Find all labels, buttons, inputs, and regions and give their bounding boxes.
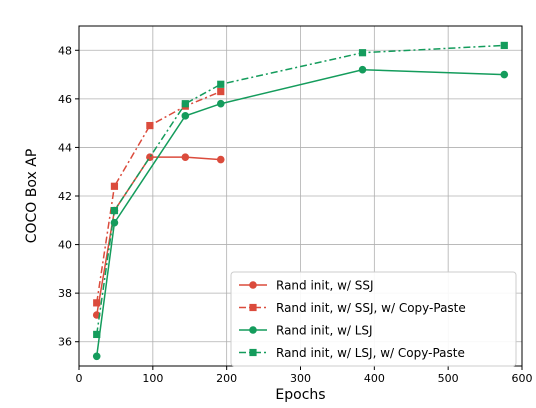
legend-marker-swatch (249, 326, 257, 334)
legend-label: Rand init, w/ SSJ, w/ Copy-Paste (276, 301, 466, 315)
data-point (216, 155, 225, 164)
data-point (93, 299, 101, 307)
data-point (358, 49, 367, 57)
legend-label: Rand init, w/ SSJ (276, 279, 374, 293)
y-tick-label: 46 (58, 93, 72, 106)
series-line (95, 68, 505, 357)
data-point (358, 65, 367, 74)
ticks: 0 100 200 300 400 500 600 36 38 40 42 44 46 48 (58, 44, 533, 385)
legend-label: Rand init, w/ LSJ, w/ Copy-Paste (276, 346, 465, 360)
data-point (217, 87, 225, 96)
data-point (500, 41, 508, 50)
y-tick-label: 40 (58, 239, 72, 252)
series-line (95, 156, 221, 316)
x-tick-label: 200 (216, 372, 237, 385)
data-point (181, 153, 190, 161)
x-tick-label: 0 (76, 372, 83, 385)
data-point (92, 352, 101, 361)
data-point (216, 99, 225, 108)
y-tick-label: 42 (58, 190, 72, 203)
data-point (146, 121, 154, 130)
x-axis-title: Epochs (275, 387, 325, 403)
series-2 (93, 87, 225, 307)
y-tick-label: 48 (58, 44, 72, 57)
legend: Rand init, w/ SSJ Rand init, w/ SSJ, w/ C… (230, 271, 517, 367)
x-tick-label: 400 (364, 372, 385, 385)
x-tick-label: 100 (142, 372, 163, 385)
series-4 (93, 41, 508, 339)
x-tick-label: 300 (290, 372, 311, 385)
legend-label: Rand init, w/ LSJ (276, 324, 373, 338)
x-tick-label: 500 (438, 372, 459, 385)
series-layer (92, 41, 509, 361)
legend-marker-swatch (249, 281, 257, 289)
y-axis-title: COCO Box AP (24, 149, 40, 244)
x-tick-label: 600 (512, 372, 533, 385)
legend-item: Rand init, w/ LSJ, w/ Copy-Paste (239, 346, 465, 360)
legend-item: Rand init, w/ SSJ, w/ Copy-Paste (239, 301, 466, 315)
legend-box (230, 271, 517, 367)
data-point (500, 70, 509, 79)
y-tick-label: 44 (58, 141, 72, 154)
legend-marker-swatch (249, 348, 257, 357)
legend-item: Rand init, w/ LSJ (239, 324, 373, 338)
legend-item: Rand init, w/ SSJ (239, 279, 374, 293)
data-point (110, 206, 119, 215)
data-point (110, 182, 119, 190)
series-line (95, 44, 505, 335)
data-point (93, 330, 101, 339)
grid (78, 26, 523, 366)
series-line (95, 90, 222, 303)
data-point (217, 80, 225, 88)
y-tick-label: 38 (58, 287, 72, 300)
y-tick-label: 36 (58, 336, 72, 349)
data-point (181, 100, 189, 108)
legend-marker-swatch (249, 303, 257, 312)
data-point (181, 112, 190, 120)
